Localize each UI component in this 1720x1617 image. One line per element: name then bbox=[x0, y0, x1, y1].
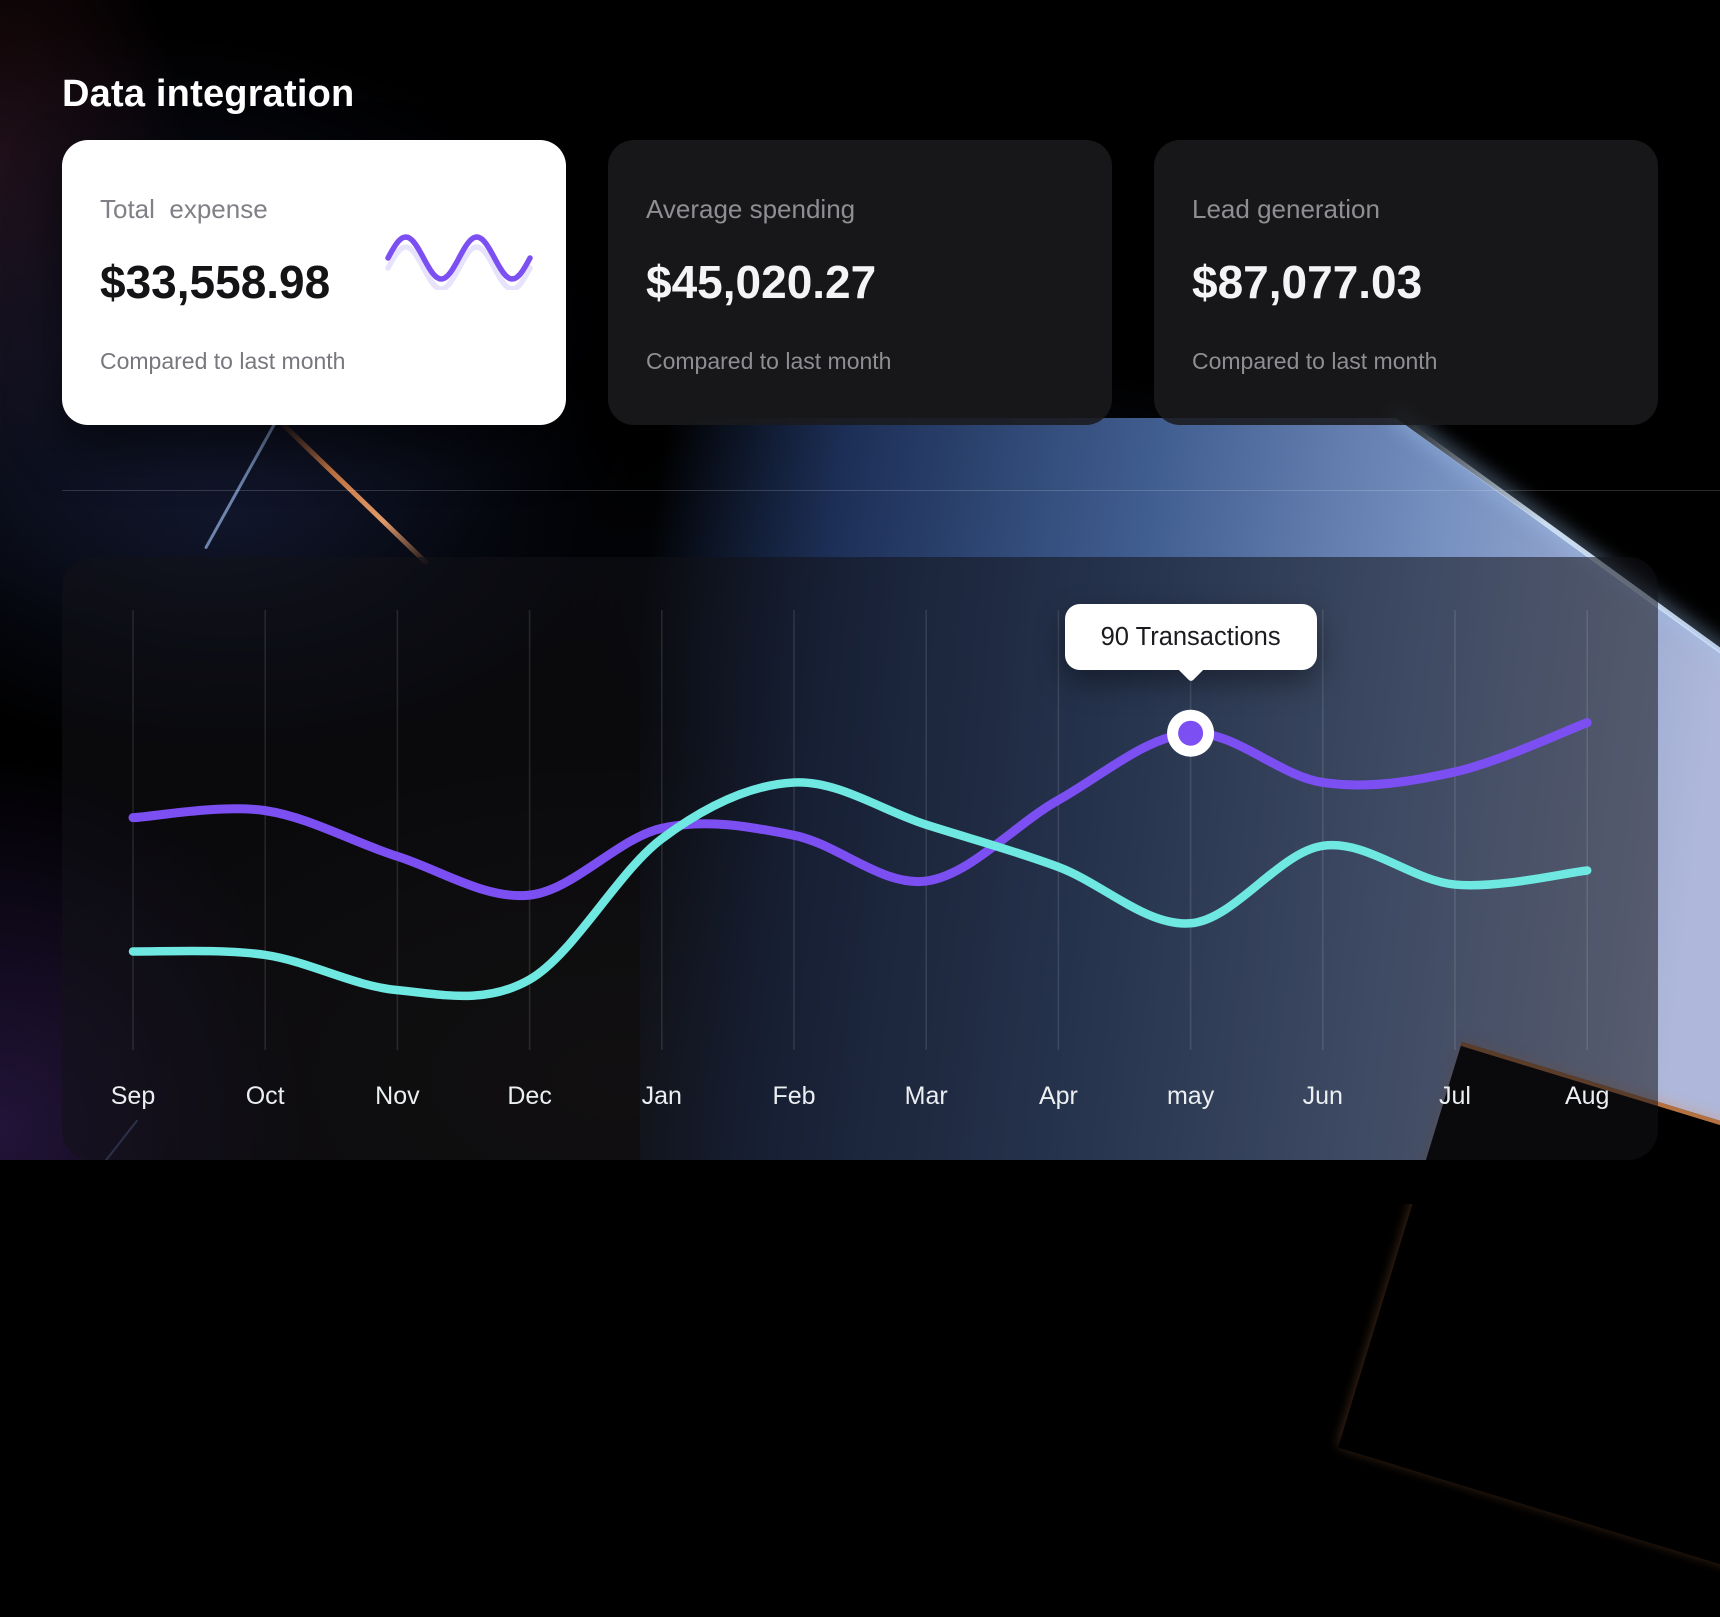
card-footnote: Compared to last month bbox=[100, 348, 346, 374]
card-label: Average spending bbox=[646, 194, 856, 224]
x-axis-label: Sep bbox=[111, 1082, 155, 1110]
section-divider bbox=[62, 490, 1720, 491]
highlight-point[interactable] bbox=[1167, 709, 1215, 757]
stat-cards-row: Total expense $33,558.98 Compared to las… bbox=[62, 140, 1658, 425]
card-lead-generation: Lead generation $87,077.03 Compared to l… bbox=[1154, 140, 1658, 425]
series-transactions-purple bbox=[128, 718, 1592, 901]
x-axis-label: Jan bbox=[642, 1082, 682, 1110]
background-bottom-strip bbox=[0, 1160, 1720, 1204]
card-value: $33,558.98 bbox=[100, 256, 331, 308]
transactions-chart-panel: Sep Oct Nov Dec Jan Feb Mar Apr may Jun Jul Aug 90 … bbox=[62, 557, 1658, 1160]
card-total-expense: Total expense $33,558.98 Compared to las… bbox=[62, 140, 566, 425]
x-axis-label: Dec bbox=[507, 1082, 551, 1110]
card-label: Total expense bbox=[100, 194, 268, 224]
x-axis-label: Apr bbox=[1039, 1082, 1078, 1110]
page-title: Data integration bbox=[62, 73, 355, 116]
series-transactions-cyan bbox=[128, 778, 1592, 1001]
x-axis-label: Jul bbox=[1439, 1082, 1471, 1110]
sine-wave-sparkline-icon bbox=[385, 234, 533, 290]
x-axis-label: Mar bbox=[905, 1082, 948, 1110]
card-value: $87,077.03 bbox=[1192, 256, 1423, 308]
x-axis-label: Oct bbox=[246, 1082, 285, 1110]
x-axis-label: Aug bbox=[1565, 1082, 1609, 1110]
transactions-chart[interactable]: Sep Oct Nov Dec Jan Feb Mar Apr may Jun Jul Aug bbox=[62, 557, 1658, 1160]
sparkline-line bbox=[385, 234, 533, 282]
card-average-spending: Average spending $45,020.27 Compared to … bbox=[608, 140, 1112, 425]
tooltip: 90 Transactions bbox=[1064, 604, 1317, 670]
x-axis-label: Nov bbox=[375, 1082, 420, 1110]
x-axis-label: may bbox=[1167, 1082, 1215, 1110]
card-footnote: Compared to last month bbox=[1192, 348, 1438, 374]
x-axis-label: Feb bbox=[772, 1082, 815, 1110]
card-label: Lead generation bbox=[1192, 194, 1380, 224]
tooltip-text: 90 Transactions bbox=[1100, 622, 1281, 651]
sparkline-shadow bbox=[385, 244, 533, 290]
card-value: $45,020.27 bbox=[646, 256, 877, 308]
x-axis-label: Jun bbox=[1303, 1082, 1343, 1110]
card-footnote: Compared to last month bbox=[646, 348, 892, 374]
